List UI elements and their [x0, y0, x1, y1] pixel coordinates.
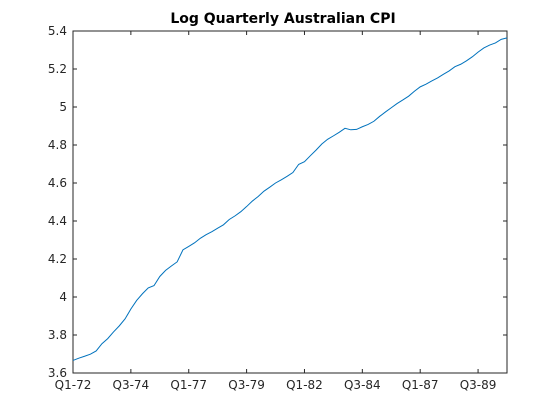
x-tick-label: Q1-87 [402, 378, 439, 392]
y-tick-label: 4.4 [48, 214, 67, 228]
y-tick-label: 5.2 [48, 62, 67, 76]
axes: 3.6 3.8 4 4.2 4.4 4.6 4.8 5 5.2 5.4 Q1-72 Q3-74 Q1-7… [48, 24, 508, 392]
x-tick-label: Q1-77 [170, 378, 207, 392]
plot-area [72, 37, 508, 361]
x-tick-label: Q3-74 [113, 378, 150, 392]
axes-box [72, 30, 508, 374]
x-tick-label: Q1-82 [286, 378, 323, 392]
x-tick-label: Q3-79 [228, 378, 265, 392]
x-tick-label: Q3-89 [460, 378, 497, 392]
y-tick-label: 4.6 [48, 176, 67, 190]
y-tick-label: 3.8 [48, 328, 67, 342]
x-tick-label: Q1-72 [55, 378, 92, 392]
y-tick-label: 4 [59, 290, 67, 304]
y-tick-label: 3.6 [48, 366, 67, 380]
chart-title: Log Quarterly Australian CPI [170, 11, 395, 27]
x-tick-label: Q3-84 [344, 378, 381, 392]
y-tick-label: 5 [59, 100, 67, 114]
series-line [72, 37, 508, 361]
y-tick-label: 5.4 [48, 24, 67, 38]
y-tick-label: 4.8 [48, 138, 67, 152]
y-tick-label: 4.2 [48, 252, 67, 266]
